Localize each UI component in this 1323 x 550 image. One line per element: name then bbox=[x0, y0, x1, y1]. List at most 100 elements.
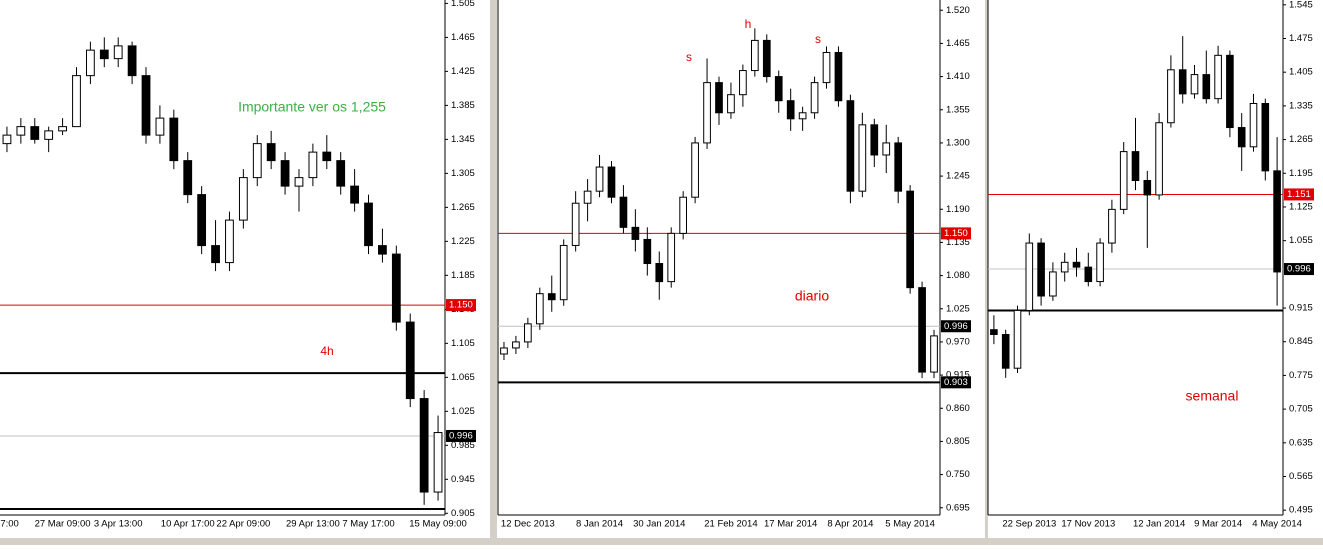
candle-body bbox=[1108, 208, 1116, 244]
candle-body bbox=[1214, 54, 1222, 100]
candle-body bbox=[512, 341, 520, 349]
y-tick-label: 1.265 bbox=[451, 202, 475, 213]
x-tick-label: 29 Apr 13:00 bbox=[286, 519, 340, 530]
candle-body bbox=[2, 134, 12, 145]
x-tick-label: 22 Sep 2013 bbox=[1002, 519, 1056, 530]
x-tick-label: 17 Mar 2014 bbox=[764, 519, 817, 530]
y-tick-label: 0.845 bbox=[1289, 336, 1313, 347]
x-tick-label: 10 Apr 17:00 bbox=[161, 519, 215, 530]
x-tick-label: 7 May 17:00 bbox=[342, 519, 394, 530]
y-tick-label: 1.475 bbox=[1289, 33, 1313, 44]
candle-body bbox=[870, 124, 879, 156]
candle-body bbox=[1226, 54, 1234, 129]
candle-body bbox=[350, 185, 360, 204]
y-tick-label: 1.520 bbox=[946, 5, 970, 16]
status-bar bbox=[0, 538, 1323, 545]
y-tick-label: 1.025 bbox=[946, 303, 970, 314]
y-tick-label: 1.080 bbox=[946, 270, 970, 281]
candle-body bbox=[169, 117, 179, 162]
candle-body bbox=[583, 190, 592, 204]
candle-body bbox=[30, 126, 40, 140]
candle-body bbox=[197, 194, 207, 247]
candle-body bbox=[918, 287, 926, 373]
candle-body bbox=[280, 160, 290, 187]
y-tick-label: 0.915 bbox=[1289, 303, 1313, 314]
x-tick-label: 22 Apr 09:00 bbox=[216, 519, 270, 530]
candle-body bbox=[211, 245, 220, 264]
y-tick-label: 1.265 bbox=[1289, 134, 1313, 145]
y-tick-label: 1.425 bbox=[451, 66, 475, 77]
candle-body bbox=[252, 143, 262, 179]
y-tick-label: 0.635 bbox=[1289, 437, 1313, 448]
candle-body bbox=[1025, 242, 1034, 311]
x-tick-label: 21 Feb 2014 bbox=[704, 519, 757, 530]
annotation: s bbox=[815, 32, 821, 46]
candle-body bbox=[906, 190, 914, 289]
x-tick-label: 8 Jan 2014 bbox=[576, 519, 623, 530]
price-box bbox=[446, 429, 476, 442]
y-tick-label: 1.190 bbox=[946, 204, 970, 215]
y-tick-label: 0.860 bbox=[946, 403, 970, 414]
candle-body bbox=[643, 238, 652, 265]
candle-body bbox=[1155, 122, 1163, 196]
candle-body bbox=[225, 219, 234, 264]
candle-body bbox=[1249, 102, 1258, 148]
candle-body bbox=[16, 126, 26, 136]
candle-body bbox=[607, 166, 616, 198]
candle-body bbox=[1237, 127, 1246, 148]
candle-body bbox=[810, 82, 819, 114]
x-tick-label: 3 Apr 13:00 bbox=[94, 519, 143, 530]
y-tick-label: 0.905 bbox=[451, 508, 475, 519]
y-tick-label: 0.750 bbox=[946, 469, 970, 480]
y-tick-label: 0.805 bbox=[946, 436, 970, 447]
candle-body bbox=[405, 321, 415, 400]
y-tick-label: 0.775 bbox=[1289, 370, 1313, 381]
price-label: 0.996 bbox=[944, 321, 968, 332]
candle-body bbox=[322, 151, 332, 162]
candle-body bbox=[500, 347, 508, 355]
candle-body bbox=[1096, 242, 1104, 283]
candle-body bbox=[858, 124, 867, 192]
y-tick-label: 1.300 bbox=[946, 137, 970, 148]
price-box bbox=[941, 320, 971, 333]
candle-body bbox=[703, 82, 711, 144]
y-tick-label: 0.695 bbox=[946, 502, 970, 513]
y-tick-label: 1.065 bbox=[451, 372, 475, 383]
candle-body bbox=[786, 100, 795, 120]
candle-body bbox=[433, 432, 443, 493]
y-tick-label: 1.545 bbox=[1289, 0, 1313, 10]
price-box bbox=[941, 227, 971, 240]
annotation: h bbox=[745, 17, 752, 31]
candle-body bbox=[364, 202, 373, 247]
candle-body bbox=[774, 76, 783, 102]
candle-body bbox=[127, 45, 137, 77]
price-label: 0.996 bbox=[449, 430, 473, 441]
candle-body bbox=[691, 142, 699, 198]
candle-body bbox=[1072, 261, 1081, 268]
y-tick-label: 1.465 bbox=[946, 38, 970, 49]
candle-body bbox=[113, 45, 123, 60]
y-tick-label: 0.945 bbox=[451, 474, 475, 485]
x-tick-label: 5 May 2014 bbox=[885, 519, 935, 530]
candle-body bbox=[141, 75, 151, 136]
candle-body bbox=[266, 143, 276, 162]
candle-body bbox=[535, 293, 544, 325]
candle-body bbox=[715, 82, 723, 114]
annotation: 4h bbox=[320, 344, 333, 358]
price-box bbox=[1284, 188, 1314, 201]
candle-body bbox=[559, 244, 568, 301]
candle-body bbox=[1143, 179, 1152, 196]
candle-body bbox=[882, 142, 891, 156]
candle-body bbox=[378, 245, 387, 255]
candle-body bbox=[1049, 271, 1057, 297]
candle-body bbox=[1167, 69, 1175, 124]
y-tick-label: 0.970 bbox=[946, 336, 970, 347]
candle-body bbox=[822, 51, 831, 84]
candle-body bbox=[391, 253, 401, 323]
candle-body bbox=[1202, 74, 1211, 100]
x-tick-label: 17:00 bbox=[0, 519, 19, 530]
price-box bbox=[941, 376, 971, 389]
x-tick-label: 17 Nov 2013 bbox=[1061, 519, 1115, 530]
